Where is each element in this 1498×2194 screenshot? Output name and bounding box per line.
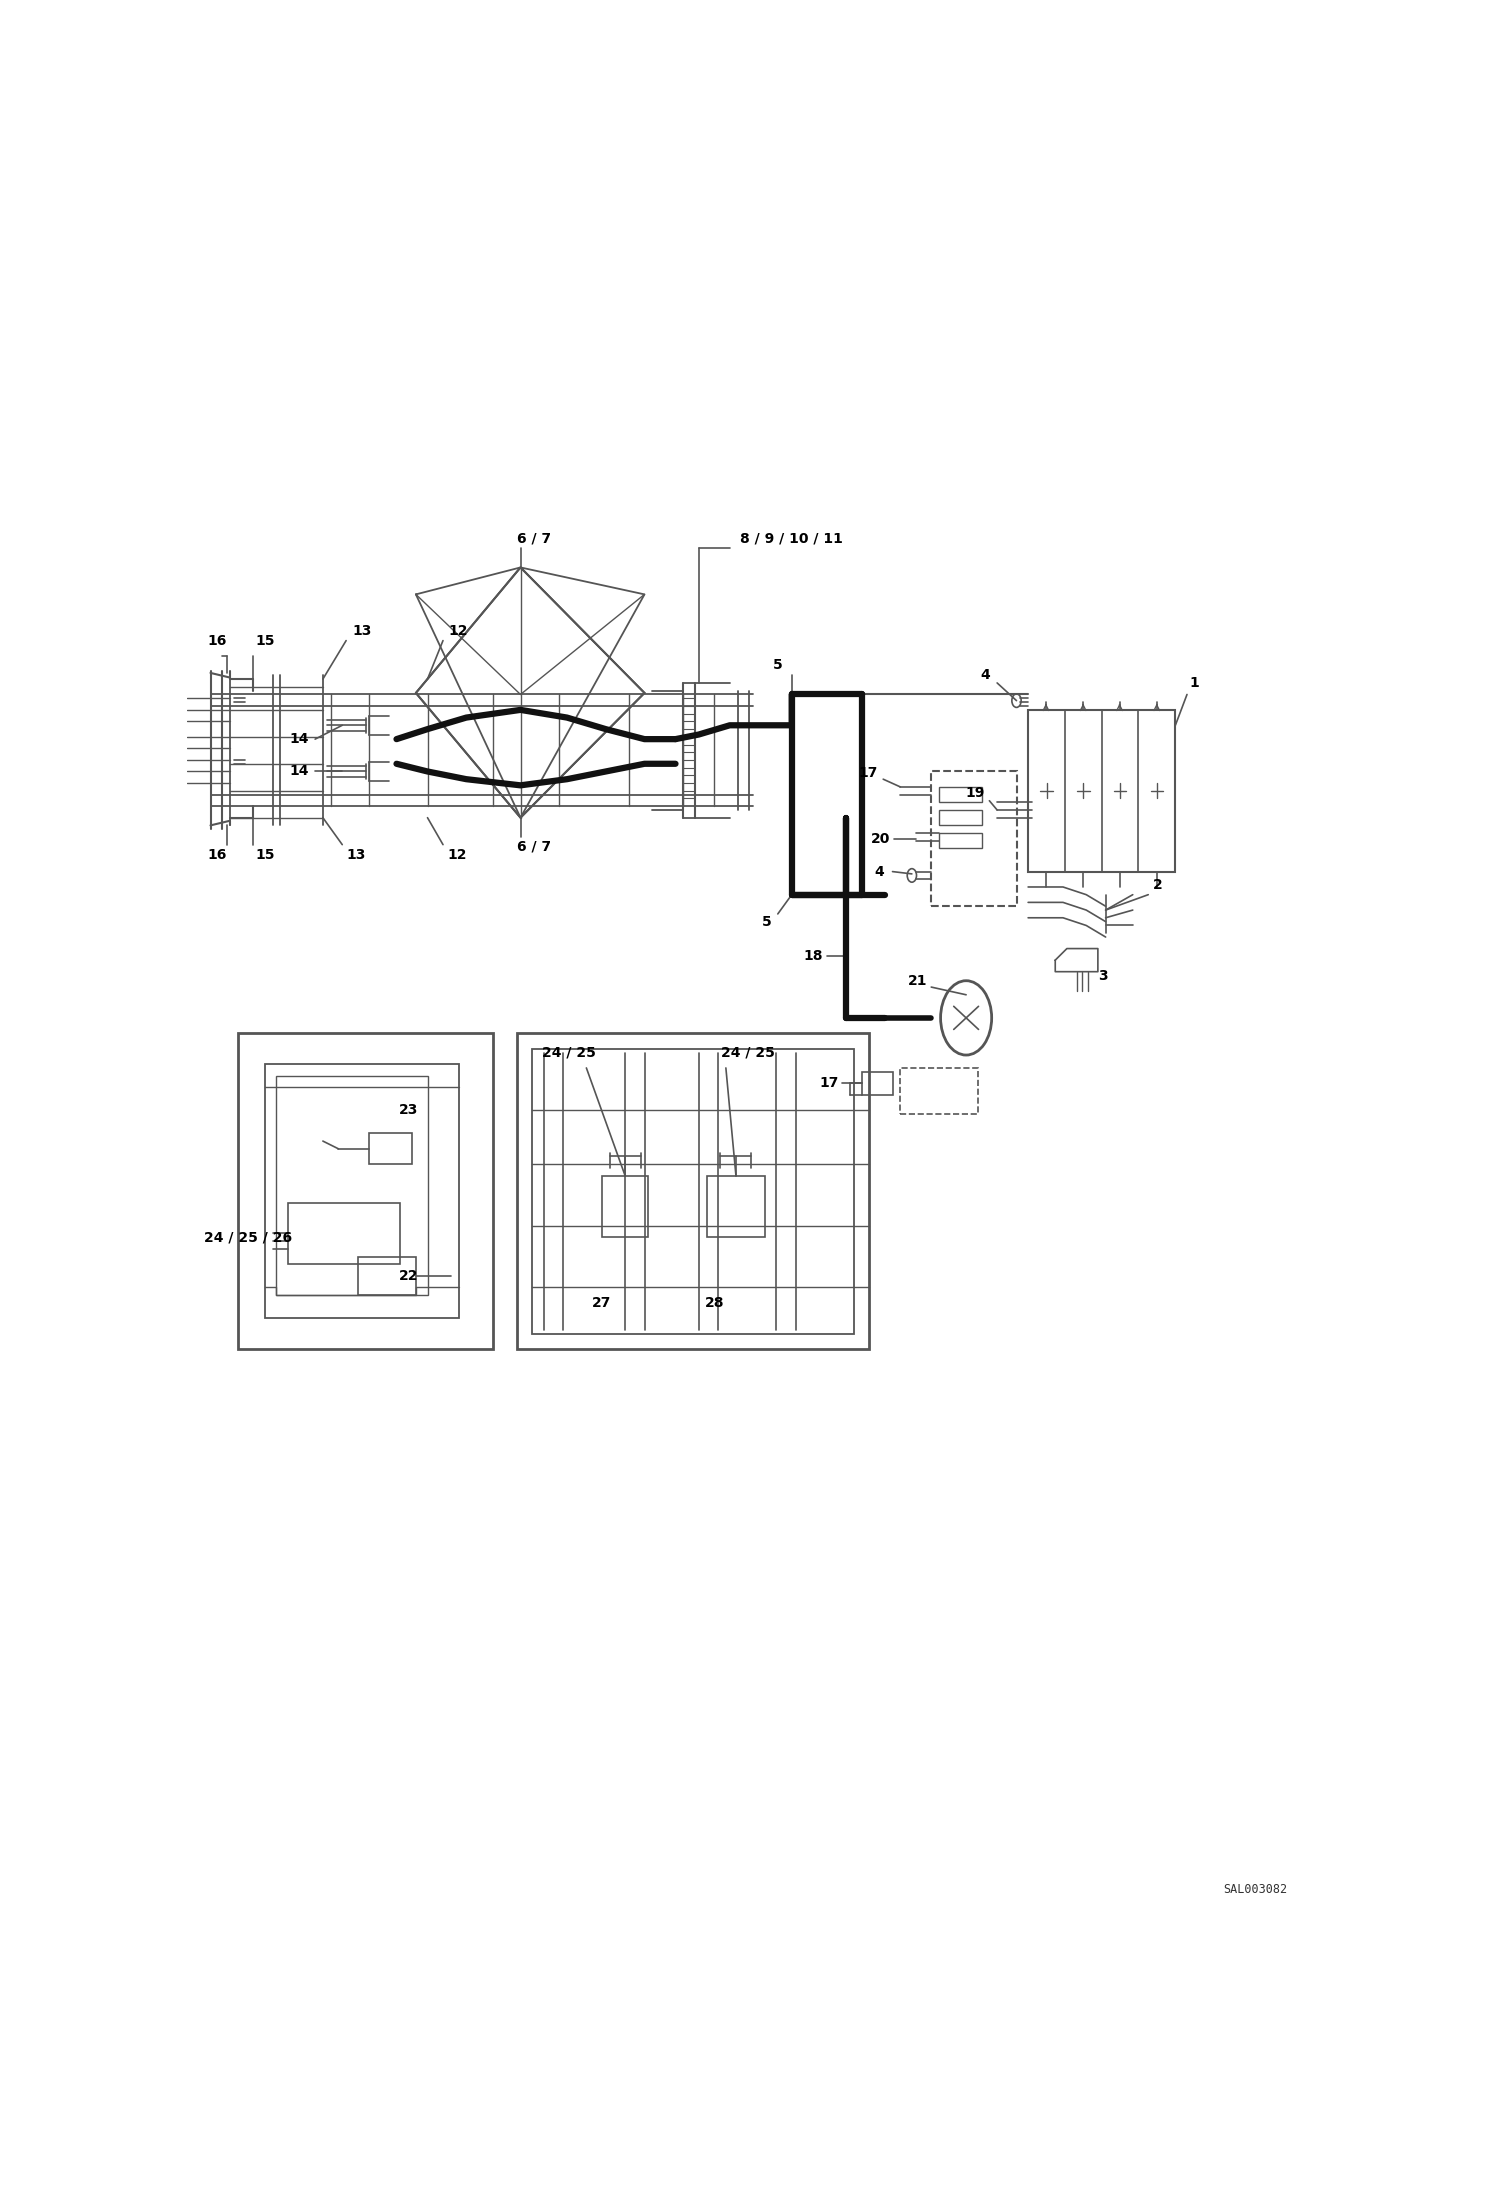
Bar [288,1202,400,1264]
Text: 13: 13 [346,847,366,862]
Bar [238,1033,493,1349]
Text: 27: 27 [592,1297,611,1310]
Bar [532,1049,854,1334]
Text: 4: 4 [875,864,884,878]
Text: 14: 14 [291,764,310,779]
Bar [939,834,981,849]
Text: 19: 19 [966,785,986,801]
Text: 2: 2 [1152,878,1162,893]
Text: 16: 16 [207,847,226,862]
Text: 24 / 25: 24 / 25 [721,1047,774,1060]
Text: 20: 20 [872,832,891,847]
Bar [276,1075,427,1294]
Text: 8 / 9 / 10 / 11: 8 / 9 / 10 / 11 [740,531,843,546]
Text: 12: 12 [449,623,469,638]
Text: 15: 15 [255,847,274,862]
Bar [517,1033,869,1349]
Text: 3: 3 [1098,968,1109,983]
Bar [358,1257,416,1294]
Bar [265,1064,458,1319]
Text: 23: 23 [398,1104,418,1117]
Text: 5: 5 [762,915,771,928]
Text: 6 / 7: 6 / 7 [517,531,551,546]
Bar [707,1176,764,1237]
Bar [861,1073,893,1095]
Text: 13: 13 [352,623,372,638]
Bar [370,1134,412,1165]
Text: 1: 1 [1189,676,1200,689]
Bar [900,1068,978,1115]
Text: 14: 14 [291,733,310,746]
Text: 16: 16 [207,634,226,647]
Text: 12: 12 [448,847,467,862]
Bar [602,1176,649,1237]
Text: 21: 21 [908,974,927,987]
Text: 24 / 25: 24 / 25 [542,1047,596,1060]
Text: 17: 17 [819,1077,839,1090]
Text: 18: 18 [804,950,824,963]
Text: SAL003082: SAL003082 [1224,1882,1288,1896]
Text: 5: 5 [773,658,782,671]
Bar [1028,711,1176,871]
Bar [932,772,1017,906]
Text: 4: 4 [981,669,990,682]
Text: 15: 15 [255,634,274,647]
Text: 22: 22 [398,1268,418,1283]
Text: 24 / 25 / 26: 24 / 25 / 26 [204,1231,292,1244]
Text: 28: 28 [704,1297,724,1310]
Bar [939,810,981,825]
Bar [939,788,981,803]
Text: 17: 17 [858,766,878,781]
Text: 6 / 7: 6 / 7 [517,840,551,853]
